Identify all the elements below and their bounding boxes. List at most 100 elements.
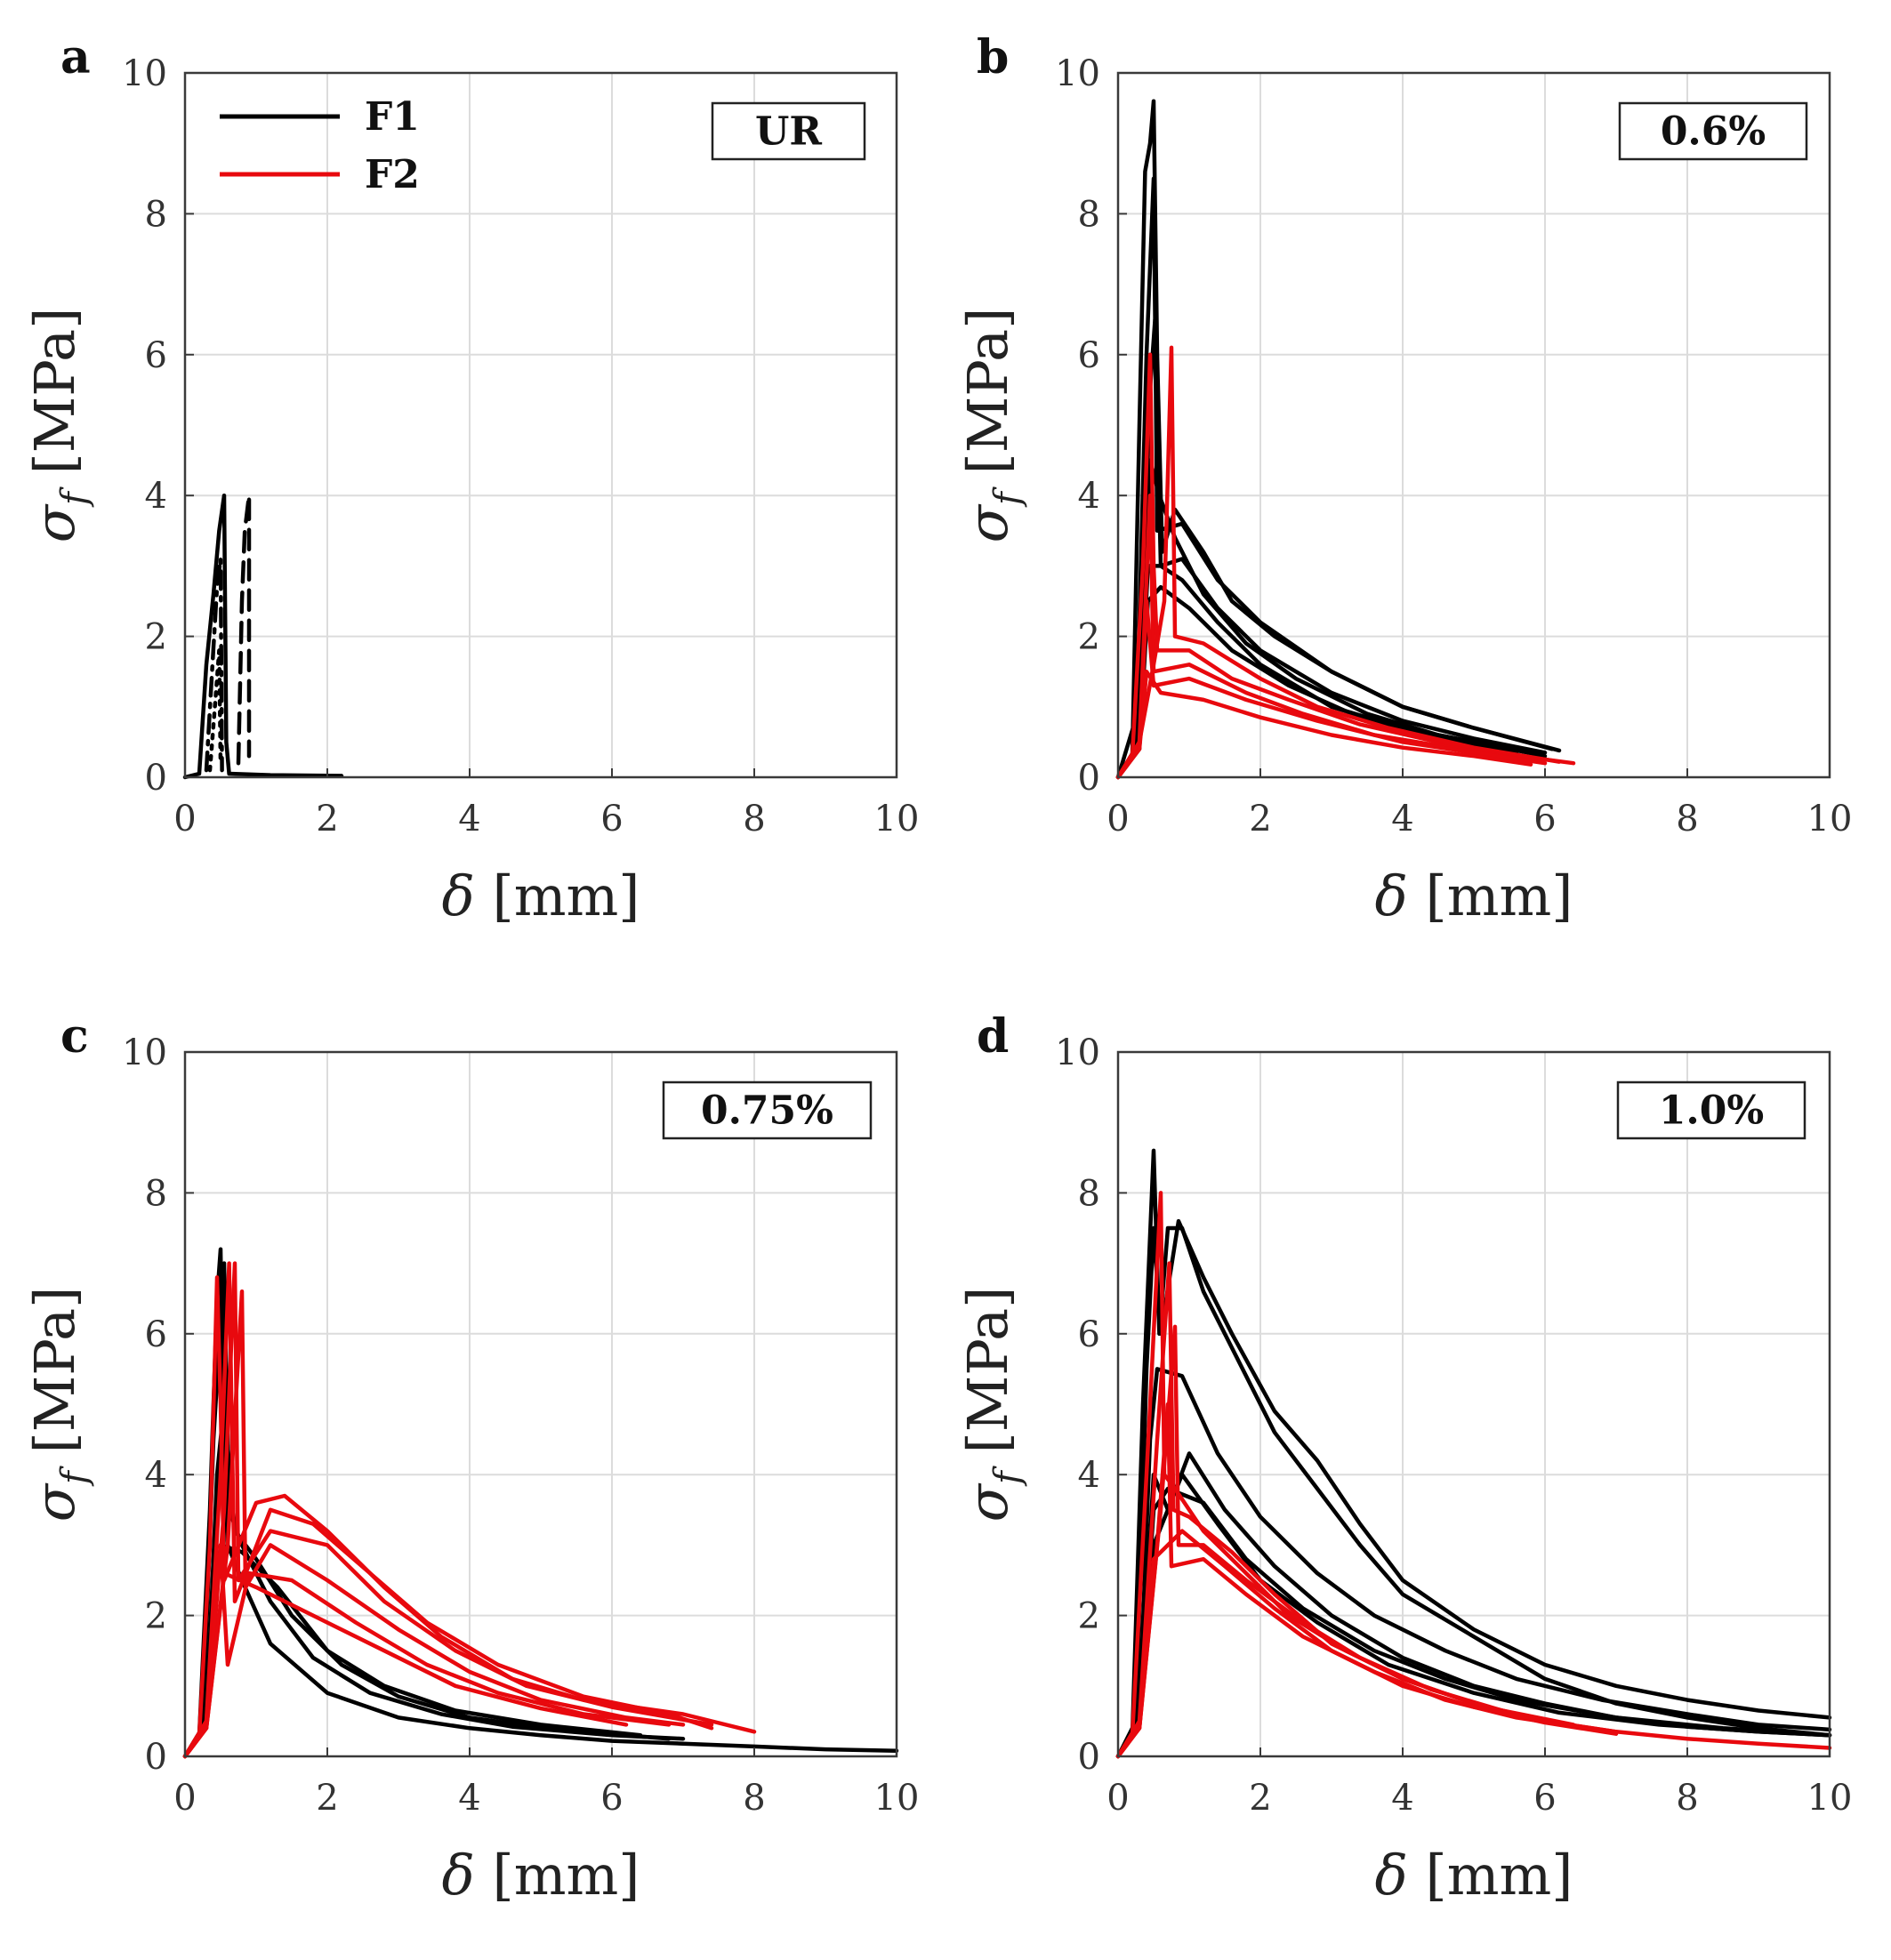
y-tick-label: 2: [1078, 1596, 1100, 1637]
series-line-f1: [182, 493, 344, 780]
x-tick-label: 8: [1676, 799, 1698, 839]
plot-area: [1118, 1052, 1830, 1756]
x-axis-label: δ [mm]: [442, 864, 640, 928]
x-tick-label: 6: [1533, 1778, 1556, 1819]
y-tick-label: 10: [122, 53, 167, 94]
x-tick-label: 6: [600, 799, 623, 839]
y-tick-label: 2: [1078, 617, 1100, 658]
series-line-f2: [182, 1261, 714, 1759]
y-tick-label: 8: [1078, 1173, 1100, 1214]
y-tick-label: 0: [145, 1737, 167, 1778]
legend-label-f2: F2: [365, 152, 420, 197]
x-tick-label: 4: [458, 799, 480, 839]
plot-area: [185, 73, 897, 777]
annotation-label: 0.75%: [701, 1088, 833, 1134]
x-tick-label: 0: [1106, 1778, 1129, 1819]
series-line-f1: [207, 648, 223, 773]
x-tick-label: 6: [1533, 799, 1556, 839]
y-tick-label: 4: [1078, 1455, 1100, 1496]
y-axis-label: σf [MPa]: [22, 308, 95, 543]
series-line-f2: [1115, 1529, 1619, 1759]
series-line-f1: [1115, 1218, 1832, 1759]
y-tick-label: 2: [145, 617, 167, 658]
y-tick-label: 10: [1055, 1032, 1100, 1073]
series-line-f1: [1115, 1472, 1832, 1759]
y-tick-label: 8: [1078, 194, 1100, 235]
x-tick-label: 6: [600, 1778, 623, 1819]
x-tick-label: 8: [743, 799, 765, 839]
x-axis-label: δ [mm]: [1375, 1843, 1573, 1908]
y-axis-label: σf [MPa]: [955, 1287, 1028, 1522]
series-group: [182, 1247, 899, 1759]
y-tick-label: 6: [145, 1314, 167, 1355]
axes-frame: [183, 71, 898, 779]
y-tick-label: 6: [1078, 1314, 1100, 1355]
axes-frame: [1116, 1050, 1831, 1758]
panel-letter: a: [60, 30, 91, 84]
series-line-f1: [236, 493, 252, 766]
y-tick-label: 8: [145, 194, 167, 235]
x-tick-label: 2: [316, 1778, 338, 1819]
x-tick-label: 2: [1249, 1778, 1271, 1819]
y-tick-label: 2: [145, 1596, 167, 1637]
annotation-label: UR: [755, 109, 822, 155]
annotation-box: [662, 1080, 873, 1140]
series-line-f1: [204, 557, 224, 773]
plot-area: [1118, 73, 1830, 777]
x-tick-label: 4: [1391, 1778, 1413, 1819]
x-tick-label: 4: [1391, 799, 1413, 839]
series-line-f2: [182, 1543, 672, 1759]
legend-label-f1: F1: [365, 94, 420, 140]
annotation-label: 1.0%: [1659, 1088, 1764, 1134]
y-tick-label: 8: [145, 1173, 167, 1214]
y-tick-label: 4: [145, 476, 167, 517]
series-line-f2: [1115, 669, 1533, 780]
y-tick-label: 6: [1078, 335, 1100, 376]
y-tick-label: 6: [145, 335, 167, 376]
y-tick-label: 0: [145, 758, 167, 799]
x-tick-label: 10: [1807, 799, 1853, 839]
annotation-label: 0.6%: [1661, 109, 1766, 155]
x-axis-label: δ [mm]: [1375, 864, 1573, 928]
x-tick-label: 4: [458, 1778, 480, 1819]
y-tick-label: 4: [1078, 476, 1100, 517]
panel-letter: d: [977, 1009, 1009, 1064]
x-tick-label: 2: [1249, 799, 1271, 839]
series-line-f2: [1115, 352, 1576, 780]
panel-letter: b: [977, 30, 1009, 84]
series-group: [182, 493, 344, 780]
x-tick-label: 0: [173, 1778, 196, 1819]
annotation-box: [1616, 1080, 1807, 1140]
series-line-f1: [1115, 176, 1555, 780]
axes-frame: [183, 1050, 898, 1758]
x-tick-label: 8: [1676, 1778, 1698, 1819]
series-line-f1: [182, 1402, 672, 1759]
x-tick-label: 8: [743, 1778, 765, 1819]
x-tick-label: 2: [316, 799, 338, 839]
axes-frame: [1116, 71, 1831, 779]
x-tick-label: 0: [173, 799, 196, 839]
y-tick-label: 10: [122, 1032, 167, 1073]
y-tick-label: 0: [1078, 1737, 1100, 1778]
annotation-box: [711, 101, 866, 161]
x-tick-label: 10: [874, 799, 920, 839]
series-line-f2: [1115, 598, 1548, 780]
series-group: [1115, 1148, 1832, 1759]
panel-c: 0 2 4 6 8 10 0 2 4 6 8 10 δ [mm] σf [MPa] c 0.75%: [22, 1009, 919, 1908]
y-tick-label: 0: [1078, 758, 1100, 799]
y-axis-label: σf [MPa]: [955, 308, 1028, 543]
y-tick-label: 4: [145, 1455, 167, 1496]
series-group: [1115, 99, 1576, 780]
series-line-f1: [1115, 1367, 1832, 1759]
panel-b: 0 2 4 6 8 10 0 2 4 6 8 10 δ [mm] σf [MPa] b 0.6%: [955, 30, 1852, 928]
annotation-box: [1618, 101, 1808, 161]
plot-area: [185, 1052, 897, 1756]
panel-d: 0 2 4 6 8 10 0 2 4 6 8 10 δ [mm] σf [MPa] d 1.0%: [955, 1009, 1852, 1908]
x-axis-label: δ [mm]: [442, 1843, 640, 1908]
y-axis-label: σf [MPa]: [22, 1287, 95, 1522]
y-tick-label: 10: [1055, 53, 1100, 94]
x-tick-label: 10: [874, 1778, 920, 1819]
